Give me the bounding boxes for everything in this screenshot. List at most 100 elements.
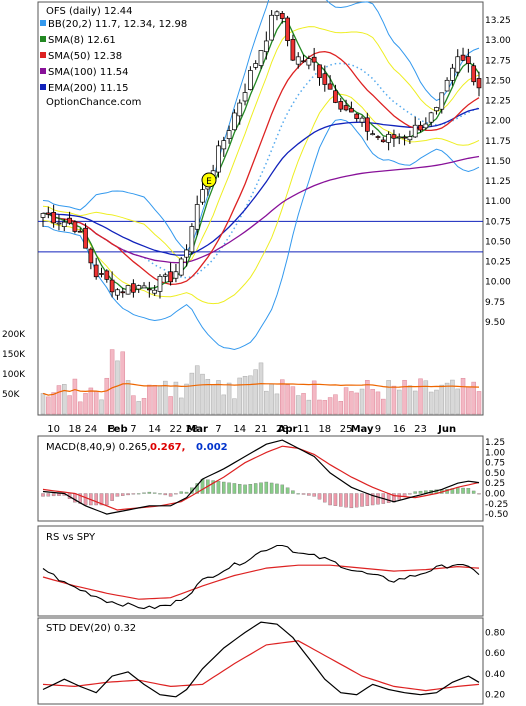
std-label: STD DEV(20) 0.32 (46, 623, 136, 634)
volume-bar (173, 381, 179, 415)
volume-bar (285, 384, 290, 415)
price-tick-label: 11.25 (485, 177, 511, 187)
volume-bar (147, 384, 152, 415)
candle-body (104, 270, 110, 280)
candle-body (439, 92, 445, 110)
macd-line (42, 439, 480, 515)
bollinger-lower-line (42, 118, 480, 351)
macd-histogram-bar (237, 484, 242, 494)
candle-body (99, 273, 104, 275)
volume-bar (466, 386, 471, 415)
volume-bar (248, 375, 253, 415)
candle-body (157, 275, 163, 292)
volume-bar (184, 383, 189, 415)
legend-swatch-sma50 (40, 52, 46, 58)
volume-bar (56, 385, 62, 415)
volume-bar (455, 388, 460, 415)
sma50-line (42, 50, 480, 286)
macd-label: MACD(8,40,9) 0.265, (46, 442, 151, 453)
volume-bar (88, 387, 94, 415)
watermark: OptionChance.com (46, 97, 141, 108)
volume-bar (178, 397, 184, 415)
legend-swatch-sma100 (40, 68, 46, 74)
price-tick-label: 13.25 (485, 16, 511, 26)
candle-body (354, 113, 360, 119)
macd-histogram-bar (78, 493, 82, 504)
x-axis-label: Mar (186, 424, 208, 435)
volume-bar (67, 395, 72, 415)
macd-histogram-bar (168, 493, 173, 497)
std-tick-label: 0.80 (485, 628, 505, 638)
volume-bar (471, 381, 476, 415)
x-axis-label: 7 (215, 424, 221, 435)
volume-bar (280, 379, 285, 415)
ema200-line (42, 107, 480, 256)
price-tick-label: 12.75 (485, 56, 511, 66)
candle-body (77, 230, 83, 233)
macd-histogram-bar (323, 493, 327, 503)
volume-bar (83, 393, 88, 415)
candle-body (263, 40, 269, 53)
volume-bar (439, 384, 445, 415)
axis-ticks: 13.25 13.00 12.75 12.50 12.25 12.00 11.75 11.50… (2, 16, 511, 701)
volume-bar (423, 380, 429, 415)
candle-body (168, 271, 173, 283)
rs-label: RS vs SPY (46, 532, 96, 543)
x-axis-label: 10 (47, 424, 60, 435)
x-axis-label: 7 (130, 424, 136, 435)
chart-title: OFS (daily) 12.44 (46, 6, 133, 17)
volume-bar (306, 399, 312, 415)
volume-bar (365, 380, 370, 415)
volume-bar (354, 392, 359, 415)
candle-body (178, 258, 184, 276)
volume-bars (40, 349, 482, 415)
volume-tick-label: 50K (2, 390, 20, 400)
macd-histogram-bar (222, 481, 226, 494)
volume-bar (301, 393, 306, 415)
macd-series (41, 439, 481, 515)
macd-histogram-bar (376, 493, 380, 505)
price-tick-label: 12.50 (485, 76, 511, 86)
macd-histogram-bar (349, 493, 354, 509)
x-axis-label: 9 (375, 424, 381, 435)
volume-bar (221, 394, 227, 415)
volume-bar (51, 392, 56, 415)
macd-histogram-bar (253, 483, 258, 494)
volume-bar (226, 382, 232, 415)
candle-body (343, 105, 349, 111)
macd-histogram-bar (179, 491, 183, 494)
price-tick-label: 12.00 (485, 117, 511, 127)
macd-histogram-bar (413, 491, 417, 494)
legend-swatch-ema200 (40, 84, 46, 90)
volume-bar (460, 377, 466, 415)
candle-body (380, 139, 386, 143)
candle-body (466, 56, 471, 64)
candle-body (152, 289, 158, 294)
volume-bar (327, 397, 333, 415)
volume-bar (77, 401, 83, 415)
bollinger-upper-line (42, 0, 480, 252)
macd-histogram-bar (259, 482, 263, 494)
macd-histogram-bar (51, 493, 56, 497)
volume-bar (258, 362, 264, 415)
candle-body (173, 271, 179, 279)
macd-histogram-bar (365, 493, 370, 506)
candle-body (418, 124, 423, 131)
candle-body (290, 38, 296, 61)
candle-body (269, 14, 274, 41)
macd-histogram-bar (105, 493, 109, 506)
macd-histogram-bar (121, 493, 125, 496)
volume-bar (40, 393, 46, 415)
macd-histogram-bar (455, 487, 460, 494)
macd-tick-label: -0.25 (485, 500, 508, 510)
macd-histogram-bar (152, 492, 157, 494)
volume-bar (157, 385, 163, 415)
main-grid (38, 220, 483, 253)
volume-bar (99, 399, 104, 415)
x-axis-label: 14 (233, 424, 246, 435)
volume-bar (152, 385, 157, 415)
candle-body (131, 283, 136, 293)
macd-histogram-bar (94, 493, 98, 506)
legend-swatch-bb (40, 20, 46, 26)
